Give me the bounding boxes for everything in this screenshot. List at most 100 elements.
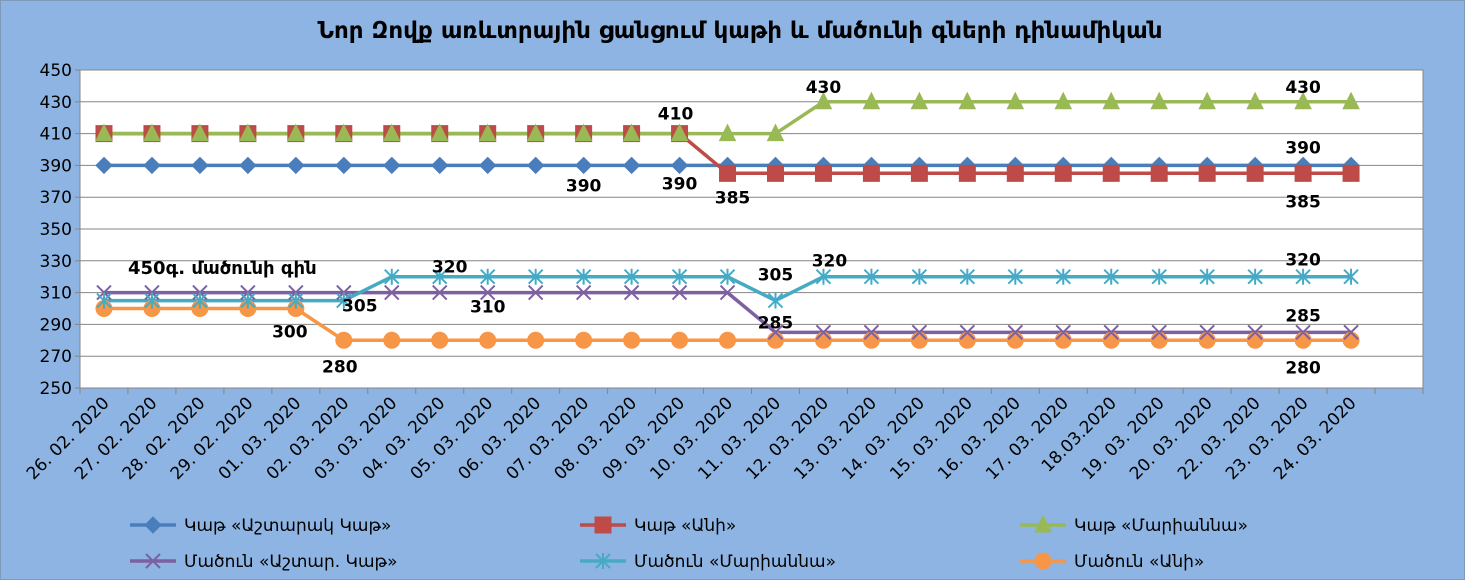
triangle-marker <box>478 123 497 142</box>
legend-label: Մածուն «Անի» <box>1074 552 1204 572</box>
star-marker <box>719 268 736 285</box>
y-tick-label: 370 <box>40 188 72 208</box>
x-marker <box>767 324 784 341</box>
diamond-marker <box>191 156 209 175</box>
diamond-marker <box>526 156 545 175</box>
x-marker <box>719 284 736 301</box>
star-marker <box>336 292 352 309</box>
square-marker <box>862 164 880 182</box>
square-marker <box>1198 164 1216 182</box>
chart-annotation: 450գ. մածունի գին <box>128 258 317 279</box>
square-marker <box>814 164 832 182</box>
x-marker <box>1247 324 1263 341</box>
circle-marker <box>623 331 641 349</box>
data-label: 285 <box>758 313 794 333</box>
triangle-marker <box>1006 91 1025 110</box>
circle-marker <box>1246 331 1264 349</box>
triangle-marker <box>958 91 977 110</box>
star-marker <box>1199 268 1215 285</box>
data-labels: 390 390 390 410 385 385 430 430 310 285 285 305 320 3… <box>272 78 1321 378</box>
x-marker <box>1007 324 1024 341</box>
triangle-marker <box>670 123 689 142</box>
diamond-marker <box>287 156 305 175</box>
triangle-marker <box>910 91 929 110</box>
star-marker <box>479 268 496 285</box>
square-marker <box>766 164 784 182</box>
star-marker <box>288 292 304 309</box>
data-label: 310 <box>470 298 506 318</box>
x-marker <box>527 284 544 301</box>
triangle-marker <box>526 123 545 142</box>
data-label: 430 <box>1285 78 1321 98</box>
x-marker <box>1199 324 1215 341</box>
star-marker <box>1247 268 1263 285</box>
circle-marker <box>1034 552 1052 570</box>
triangle-marker <box>1342 91 1360 110</box>
triangle-marker <box>287 123 305 142</box>
circle-marker <box>719 331 737 349</box>
square-marker <box>1246 164 1264 182</box>
circle-marker <box>958 331 976 349</box>
y-tick-label: 330 <box>40 252 72 272</box>
star-marker <box>575 268 592 285</box>
data-label: 430 <box>806 78 842 98</box>
x-marker <box>815 324 832 341</box>
triangle-marker <box>574 123 593 142</box>
triangle-marker <box>382 123 401 142</box>
square-marker <box>910 164 928 182</box>
circle-marker <box>1342 331 1360 349</box>
triangle-marker <box>814 91 833 110</box>
triangle-marker <box>718 123 737 142</box>
star-marker <box>767 292 784 309</box>
star-marker <box>527 268 544 285</box>
triangle-marker <box>1198 91 1216 110</box>
circle-marker <box>862 331 880 349</box>
star-marker <box>911 268 928 285</box>
data-label: 280 <box>322 357 358 377</box>
x-marker <box>671 284 688 301</box>
triangle-marker <box>334 123 353 142</box>
circle-marker <box>910 331 928 349</box>
circle-marker <box>1102 331 1120 349</box>
x-marker <box>863 324 880 341</box>
x-marker <box>959 324 976 341</box>
x-marker <box>1295 324 1311 341</box>
triangle-marker <box>1054 91 1073 110</box>
square-marker <box>1102 164 1120 182</box>
star-marker <box>623 268 640 285</box>
circle-marker <box>1294 331 1312 349</box>
star-marker <box>671 268 688 285</box>
x-tick-label: 26. 02. 2020 <box>23 393 114 484</box>
star-marker <box>1295 268 1311 285</box>
star-marker <box>96 292 112 309</box>
circle-marker <box>479 331 497 349</box>
data-label: 385 <box>715 188 751 208</box>
circle-marker <box>335 331 353 349</box>
x-marker <box>911 324 928 341</box>
y-tick-label: 450 <box>40 61 72 81</box>
square-marker <box>1342 164 1360 182</box>
y-tick-label: 270 <box>40 347 72 367</box>
x-marker <box>479 284 496 301</box>
triangle-marker <box>1294 91 1312 110</box>
diamond-marker <box>95 156 113 175</box>
star-marker <box>815 268 832 285</box>
star-marker <box>1343 268 1359 285</box>
series-markers <box>95 91 1360 349</box>
star-marker <box>384 268 400 285</box>
legend-label: Մածուն «Մարիաննա» <box>634 552 836 572</box>
star-marker <box>432 268 448 285</box>
y-tick-label: 290 <box>40 315 72 335</box>
data-label: 320 <box>1285 251 1321 271</box>
diamond-marker <box>670 156 689 175</box>
square-marker <box>1054 164 1072 182</box>
star-marker <box>595 553 611 569</box>
square-marker <box>719 164 737 182</box>
y-tick-label: 350 <box>40 220 72 240</box>
data-label: 320 <box>812 252 848 272</box>
star-marker <box>1151 268 1167 285</box>
star-marker <box>192 292 208 309</box>
data-label: 390 <box>566 176 602 196</box>
triangle-marker <box>766 123 785 142</box>
